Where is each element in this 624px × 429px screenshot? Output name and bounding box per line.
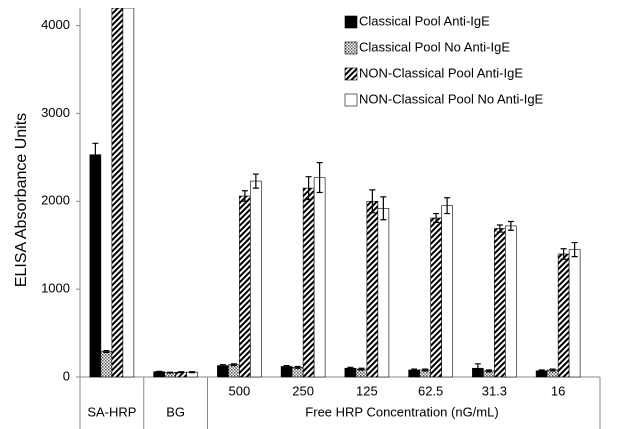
x-tick-label: 62.5	[418, 383, 443, 398]
x-tick-label: BG	[166, 404, 185, 419]
error-bar	[294, 365, 301, 369]
x-tick-label: 31.3	[482, 383, 507, 398]
error-bar	[571, 241, 578, 258]
y-tick-label: 3000	[41, 105, 70, 120]
legend-swatch	[344, 41, 358, 55]
bar	[568, 249, 581, 378]
bar	[239, 195, 251, 378]
bar	[111, 8, 124, 378]
bar	[494, 228, 506, 378]
error-bar	[305, 176, 312, 201]
error-bar	[167, 371, 174, 374]
error-bar	[178, 371, 185, 374]
error-bar	[507, 220, 514, 231]
legend-swatch	[344, 15, 358, 29]
x-tick-label: 16	[551, 383, 565, 398]
legend-label: NON-Classical Pool Anti-IgE	[359, 65, 523, 80]
error-bar	[347, 366, 354, 370]
plot-area	[89, 8, 581, 378]
error-bar	[549, 368, 556, 372]
x-tick-label: SA-HRP	[87, 404, 136, 419]
error-bar	[241, 190, 248, 202]
error-bar	[380, 196, 387, 221]
bar	[100, 351, 113, 378]
bar	[557, 253, 570, 378]
x-tick-label: 500	[229, 383, 251, 398]
bar	[366, 200, 379, 378]
bar	[430, 217, 442, 378]
error-bar	[411, 368, 418, 372]
error-bar	[474, 363, 481, 374]
legend-swatch	[344, 93, 358, 107]
error-bar	[189, 371, 196, 374]
legend-label: NON-Classical Pool No Anti-IgE	[359, 91, 544, 106]
error-bar	[444, 197, 451, 215]
bar	[313, 177, 326, 378]
y-axis-label: ELISA Absorbance Units	[13, 113, 30, 287]
bar	[377, 208, 390, 378]
bar	[280, 366, 293, 378]
error-bar	[358, 367, 365, 371]
bar	[122, 8, 135, 378]
x-tick-label: 125	[356, 383, 378, 398]
legend-swatch	[344, 67, 358, 81]
error-bar	[422, 368, 429, 372]
error-bar	[230, 363, 237, 367]
legend-label: Classical Pool No Anti-IgE	[359, 39, 510, 54]
bar	[217, 365, 229, 378]
x-axis-label: Free HRP Concentration (nG/mL)	[305, 404, 498, 419]
bar	[441, 205, 453, 378]
bar	[89, 154, 102, 378]
error-bar	[219, 364, 226, 368]
error-bar	[560, 248, 567, 260]
y-tick-label: 4000	[41, 17, 70, 32]
error-bar	[92, 142, 99, 167]
error-bar	[369, 189, 376, 214]
bar	[250, 180, 262, 378]
x-tick-label: 250	[292, 383, 314, 398]
y-tick-label: 2000	[41, 193, 70, 208]
y-tick-label: 0	[63, 368, 70, 383]
error-bar	[485, 369, 492, 373]
error-bar	[103, 350, 110, 353]
y-tick-label: 1000	[41, 281, 70, 296]
error-bar	[252, 173, 259, 189]
bar	[302, 187, 315, 378]
error-bar	[433, 212, 440, 223]
error-bar	[316, 162, 323, 194]
legend-label: Classical Pool Anti-IgE	[359, 13, 490, 28]
error-bar	[283, 364, 290, 368]
bar	[228, 364, 240, 378]
bar	[505, 225, 517, 378]
error-bar	[496, 224, 503, 233]
error-bar	[156, 370, 163, 373]
error-bar	[538, 369, 545, 373]
